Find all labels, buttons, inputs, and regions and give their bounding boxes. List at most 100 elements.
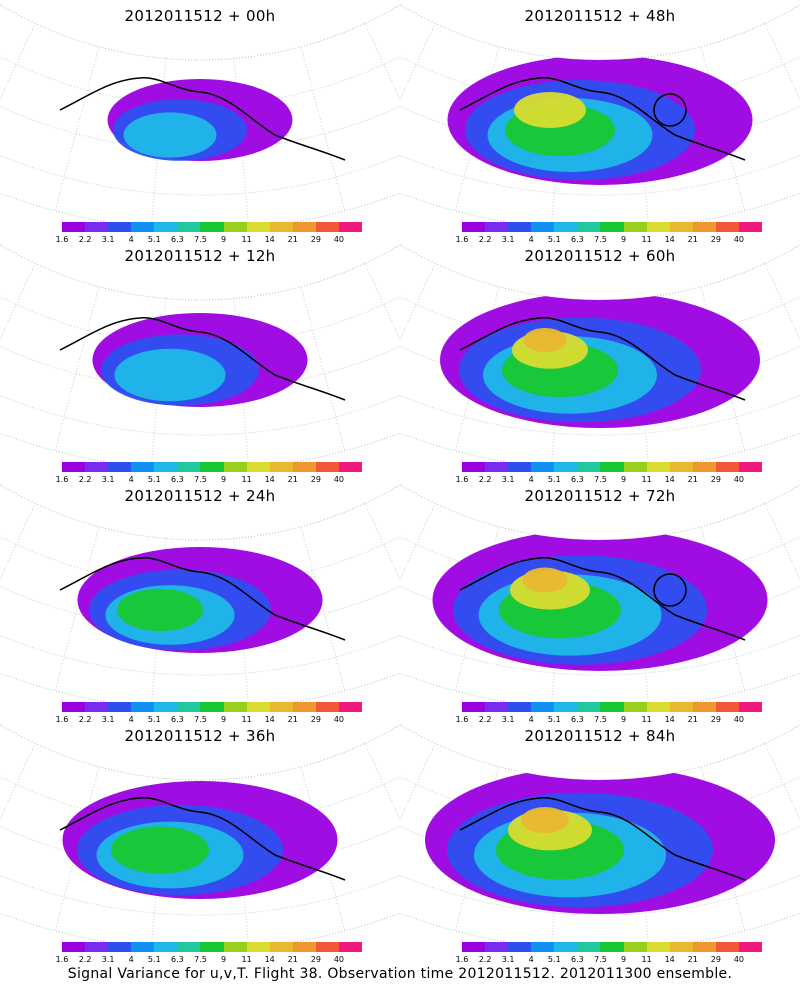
panel-title: 2012011512 + 36h bbox=[124, 727, 276, 745]
figure-caption: Signal Variance for u,v,T. Flight 38. Ob… bbox=[67, 966, 733, 982]
colorbar-swatch bbox=[692, 462, 716, 472]
map-meridian bbox=[300, 526, 346, 692]
colorbar-tick-label: 29 bbox=[710, 715, 721, 724]
colorbar-swatch bbox=[338, 222, 363, 232]
colorbar-swatch bbox=[462, 702, 486, 712]
colorbar-tick-label: 29 bbox=[710, 475, 721, 484]
colorbar-swatch bbox=[315, 462, 339, 472]
colorbar-swatch bbox=[554, 942, 578, 952]
colorbar-swatch bbox=[623, 942, 647, 952]
coastline bbox=[459, 557, 746, 641]
colorbar-tick-label: 40 bbox=[733, 235, 745, 244]
map-meridian bbox=[364, 263, 400, 341]
colorbar-swatch bbox=[62, 222, 86, 232]
colorbar-tick-label: 9 bbox=[620, 475, 627, 484]
colorbar-tick-label: 29 bbox=[310, 715, 321, 724]
colorbar-tick-label: 11 bbox=[641, 235, 652, 244]
colorbar-swatch bbox=[246, 462, 270, 472]
colorbar-tick-label: 9 bbox=[620, 715, 627, 724]
map-meridian bbox=[54, 46, 100, 212]
colorbar-tick-label: 14 bbox=[664, 235, 675, 244]
colorbar-swatch bbox=[623, 222, 647, 232]
colorbar-tick-label: 14 bbox=[264, 715, 275, 724]
colorbar-swatch bbox=[269, 462, 293, 472]
colorbar-swatch bbox=[269, 942, 293, 952]
colorbar-swatch bbox=[154, 702, 178, 712]
colorbar-tick-label: 1.6 bbox=[455, 475, 469, 484]
variance-contour bbox=[117, 588, 203, 632]
colorbar-tick-label: 1.6 bbox=[55, 715, 69, 724]
colorbar-swatch bbox=[508, 702, 532, 712]
colorbar-swatch bbox=[738, 702, 763, 712]
colorbar-tick-label: 2.2 bbox=[78, 955, 92, 964]
colorbar bbox=[62, 702, 363, 712]
coastline bbox=[59, 797, 346, 881]
colorbar-tick-label: 3.1 bbox=[101, 235, 115, 244]
colorbar-swatch bbox=[646, 702, 670, 712]
colorbar-swatch bbox=[223, 702, 247, 712]
colorbar-tick-label: 14 bbox=[664, 715, 675, 724]
colorbar-tick-label: 40 bbox=[333, 715, 345, 724]
coastline bbox=[459, 317, 746, 401]
colorbar-tick-label: 21 bbox=[287, 955, 298, 964]
variance-field bbox=[432, 529, 768, 671]
colorbar-tick-label: 3.1 bbox=[501, 235, 515, 244]
colorbar-swatch bbox=[600, 462, 624, 472]
colorbar-tick-label: 4 bbox=[528, 955, 534, 964]
colorbar-labels: 1.6 2.2 3.1 4 5.1 6.3 7.5 9 11 14 21 29 40 bbox=[456, 475, 762, 485]
panel-title: 2012011512 + 12h bbox=[124, 247, 276, 265]
colorbar-tick-label: 6.3 bbox=[171, 475, 184, 484]
colorbar-tick-label: 2.2 bbox=[78, 475, 92, 484]
map-meridian bbox=[364, 503, 400, 581]
map-meridian bbox=[54, 526, 100, 692]
highlight-circle bbox=[653, 573, 687, 607]
colorbar-tick-label: 11 bbox=[641, 715, 652, 724]
coastline bbox=[59, 317, 346, 401]
colorbar-swatch bbox=[600, 702, 624, 712]
colorbar-swatch bbox=[177, 462, 201, 472]
colorbar-tick-label: 9 bbox=[620, 955, 627, 964]
colorbar-swatch bbox=[715, 222, 739, 232]
map-canvas bbox=[400, 4, 800, 231]
colorbar-tick-label: 40 bbox=[333, 235, 345, 244]
map-meridian bbox=[300, 286, 346, 452]
map-canvas bbox=[0, 484, 400, 711]
colorbar-swatch bbox=[154, 222, 178, 232]
colorbar bbox=[62, 222, 363, 232]
colorbar-tick-label: 4 bbox=[128, 235, 134, 244]
colorbar-swatch bbox=[338, 942, 363, 952]
colorbar-swatch bbox=[623, 462, 647, 472]
colorbar-tick-label: 9 bbox=[220, 235, 227, 244]
colorbar-tick-label: 5.1 bbox=[147, 235, 161, 244]
colorbar-tick-label: 5.1 bbox=[547, 475, 561, 484]
colorbar-swatch bbox=[577, 942, 601, 952]
map-meridian bbox=[0, 263, 36, 341]
map-panel: 2012011512 + 00h 1.6 2.2 3.1 4 5.1 6.3 7.5 9 11 14… bbox=[0, 0, 400, 244]
colorbar-tick-label: 7.5 bbox=[194, 475, 207, 484]
colorbar-swatch bbox=[154, 942, 178, 952]
colorbar-tick-label: 40 bbox=[733, 475, 745, 484]
colorbar-tick-label: 4 bbox=[528, 475, 534, 484]
colorbar-swatch bbox=[200, 222, 224, 232]
colorbar-tick-label: 2.2 bbox=[78, 715, 92, 724]
colorbar-tick-label: 2.2 bbox=[478, 235, 492, 244]
map-canvas bbox=[0, 4, 400, 231]
colorbar-swatch bbox=[292, 942, 316, 952]
variance-contour bbox=[514, 92, 586, 128]
colorbar-swatch bbox=[646, 222, 670, 232]
colorbar-tick-label: 6.3 bbox=[571, 715, 584, 724]
variance-contour bbox=[522, 567, 568, 593]
colorbar-swatch bbox=[200, 702, 224, 712]
colorbar-tick-label: 21 bbox=[287, 715, 298, 724]
colorbar-swatch bbox=[292, 222, 316, 232]
colorbar-swatch bbox=[246, 222, 270, 232]
colorbar-tick-label: 6.3 bbox=[171, 955, 184, 964]
colorbar-swatch bbox=[531, 702, 555, 712]
colorbar-swatch bbox=[600, 222, 624, 232]
colorbar-swatch bbox=[223, 462, 247, 472]
colorbar-labels: 1.6 2.2 3.1 4 5.1 6.3 7.5 9 11 14 21 29 40 bbox=[456, 955, 762, 965]
colorbar-tick-label: 4 bbox=[128, 475, 134, 484]
colorbar-swatch bbox=[108, 942, 132, 952]
highlight-circle bbox=[653, 93, 687, 127]
colorbar bbox=[462, 942, 763, 952]
